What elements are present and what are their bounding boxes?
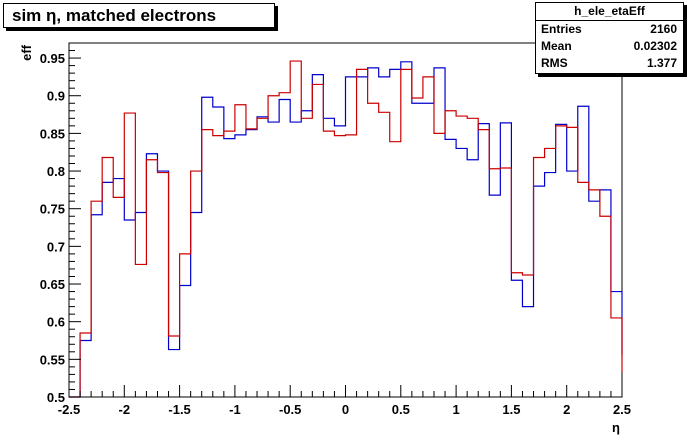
y-tick-label: 0.9 — [47, 89, 65, 104]
x-tick-label: 0.5 — [392, 402, 410, 417]
x-tick-label: 1.5 — [502, 402, 520, 417]
plot-title: sim η, matched electrons — [3, 3, 275, 28]
stats-row-mean: Mean 0.02302 — [536, 38, 683, 55]
y-tick-label: 0.95 — [40, 51, 65, 66]
x-tick-label: -1.5 — [168, 402, 190, 417]
x-tick-label: 1 — [452, 402, 459, 417]
stats-row-entries: Entries 2160 — [536, 21, 683, 38]
y-tick-label: 0.8 — [47, 164, 65, 179]
y-tick-label: 0.7 — [47, 239, 65, 254]
stats-box: h_ele_etaEff Entries 2160 Mean 0.02302 R… — [535, 2, 684, 74]
x-tick-label: -0.5 — [279, 402, 301, 417]
x-tick-label: 0 — [342, 402, 349, 417]
stats-label: RMS — [541, 56, 568, 70]
stats-label: Mean — [541, 39, 572, 53]
stats-value: 1.377 — [646, 56, 677, 70]
y-tick-label: 0.85 — [40, 126, 65, 141]
stats-row-rms: RMS 1.377 — [536, 55, 683, 72]
y-tick-label: 0.55 — [40, 352, 65, 367]
stats-label: Entries — [541, 22, 582, 36]
stats-value: 0.02302 — [633, 39, 677, 53]
y-tick-label: 0.75 — [40, 202, 65, 217]
series-layer — [69, 60, 623, 398]
y-tick-label: 0.5 — [47, 390, 65, 405]
x-axis-label: η — [612, 420, 620, 435]
y-tick-label: 0.6 — [47, 315, 65, 330]
x-tick-label: 2.5 — [613, 402, 631, 417]
y-tick-label: 0.65 — [40, 277, 65, 292]
stats-histogram-name: h_ele_etaEff — [536, 3, 683, 21]
series-red-line — [69, 60, 623, 398]
stats-value: 2160 — [650, 22, 677, 36]
x-tick-label: -2 — [119, 402, 131, 417]
y-axis-label: eff — [19, 44, 34, 61]
ticks-layer: -2.5 -2 -1.5 -1 -0.5 0 0.5 1 1.5 2 2.5 0.5 0.55 0.6 0.… — [40, 42, 631, 417]
x-tick-label: -2.5 — [58, 402, 80, 417]
x-tick-label: -1 — [229, 402, 241, 417]
x-tick-label: 2 — [563, 402, 570, 417]
